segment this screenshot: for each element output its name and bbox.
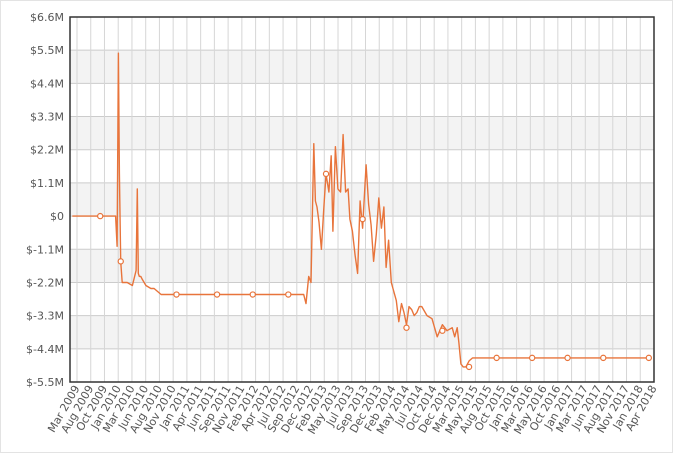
chart-band <box>70 116 654 150</box>
y-tick-label: $0 <box>50 210 64 223</box>
y-tick-label: $-3.3M <box>26 310 64 323</box>
y-tick-label: $-1.1M <box>26 243 64 256</box>
series-marker <box>465 363 473 371</box>
y-tick-label: $-5.5M <box>26 376 64 389</box>
series-marker <box>600 354 607 362</box>
series-marker <box>359 215 366 223</box>
chart-band <box>70 249 654 283</box>
y-tick-label: $6.6M <box>30 11 64 24</box>
chart-band <box>70 149 654 183</box>
series-marker <box>213 291 221 298</box>
chart-band <box>70 17 654 51</box>
series-marker <box>173 291 180 298</box>
series-marker <box>117 258 124 265</box>
series-marker <box>439 327 446 334</box>
y-axis-labels: $6.6M $5.5M $4.4M $3.3M $2.2M $1.1M $0 $-1.1M $-… <box>26 11 64 389</box>
chart-band <box>70 182 654 217</box>
chart-band <box>70 348 654 382</box>
series-marker <box>249 291 256 298</box>
y-tick-label: $-4.4M <box>26 343 64 356</box>
chart-band <box>70 50 654 84</box>
y-tick-label: $5.5M <box>30 44 64 57</box>
series-marker <box>97 212 104 220</box>
chart-band <box>70 282 654 316</box>
chart-band <box>70 315 654 349</box>
chart-band <box>70 83 654 117</box>
series-marker <box>285 291 292 298</box>
series-line <box>72 52 649 368</box>
series-marker <box>645 354 653 362</box>
chart-bands <box>70 17 654 382</box>
series-marker <box>528 354 536 362</box>
series-markers <box>97 170 653 371</box>
plot-border <box>69 16 655 383</box>
series-marker <box>564 354 571 362</box>
y-tick-label: $2.2M <box>30 144 64 157</box>
series-marker <box>322 170 330 178</box>
y-tick-label: $3.3M <box>30 111 64 124</box>
y-tick-label: $4.4M <box>30 77 64 90</box>
series-marker <box>403 324 410 331</box>
y-tick-label: $-2.2M <box>26 276 64 289</box>
series-marker <box>493 354 500 362</box>
y-tick-label: $1.1M <box>30 177 64 190</box>
